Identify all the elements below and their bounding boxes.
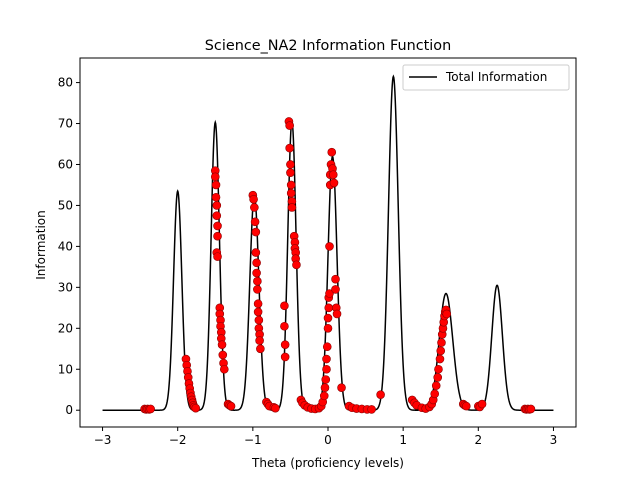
scatter-point	[324, 303, 334, 313]
scatter-point	[211, 180, 221, 190]
scatter-point	[251, 248, 261, 257]
scatter-point	[146, 404, 155, 414]
x-tick-label: −1	[244, 433, 262, 447]
scatter-point	[329, 178, 339, 188]
scatter-point	[328, 170, 338, 180]
scatter-point	[325, 289, 334, 298]
scatter-point	[376, 390, 385, 399]
scatter-point	[323, 323, 333, 333]
scatter-point	[252, 258, 261, 268]
y-tick-label: 20	[58, 321, 73, 335]
scatter-point	[252, 268, 261, 278]
scatter-point	[211, 192, 221, 202]
scatter-point	[526, 404, 536, 414]
scatter-point	[254, 315, 264, 325]
scatter-point	[253, 307, 263, 317]
scatter-point	[286, 168, 295, 177]
scatter-point	[285, 121, 294, 130]
y-tick-label: 30	[58, 280, 73, 294]
scatter-point	[253, 276, 262, 286]
scatter-point	[210, 172, 220, 182]
y-axis-label: Information	[34, 210, 48, 279]
y-tick-label: 50	[58, 198, 73, 212]
scatter-point	[367, 405, 376, 414]
scatter-point	[213, 231, 222, 241]
scatter-point	[286, 160, 295, 169]
scatter-point	[212, 211, 222, 220]
scatter-point	[250, 217, 260, 227]
scatter-point	[322, 354, 331, 364]
scatter-point	[435, 354, 445, 364]
scatter-point	[430, 389, 440, 399]
x-tick-label: 0	[324, 433, 332, 447]
y-tick-label: 10	[58, 362, 73, 376]
scatter-point	[319, 391, 329, 401]
scatter-point	[191, 403, 201, 413]
scatter-point	[477, 399, 487, 409]
x-tick-label: 3	[550, 433, 558, 447]
scatter-point	[253, 299, 263, 309]
scatter-point	[286, 180, 296, 190]
scatter-point	[332, 309, 342, 319]
y-tick-label: 80	[58, 76, 73, 90]
scatter-point	[431, 381, 441, 390]
scatter-point	[249, 194, 258, 204]
scatter-point	[436, 346, 446, 356]
scatter-point	[286, 188, 296, 198]
scatter-point	[217, 340, 227, 349]
x-tick-label: 2	[474, 433, 482, 447]
scatter-point	[322, 342, 332, 352]
scatter-point	[434, 364, 443, 374]
legend-label-total-information: Total Information	[445, 70, 547, 84]
x-axis: −3 −2 −1 0 1 2 3	[94, 427, 558, 447]
scatter-point	[331, 274, 340, 284]
scatter-point	[256, 344, 265, 354]
scatter-point	[271, 403, 280, 413]
scatter-point	[323, 313, 333, 323]
scatter-point	[250, 203, 259, 212]
plot-area	[102, 74, 554, 414]
x-tick-label: −2	[169, 433, 187, 447]
y-axis: 0 10 20 30 40 50 60 70 80	[58, 76, 80, 417]
scatter-point	[325, 242, 334, 251]
scatter-point	[213, 221, 222, 231]
scatter-point	[292, 260, 301, 270]
chart-title: Science_NA2 Information Function	[205, 38, 451, 54]
scatter-point	[331, 285, 340, 294]
scatter-point	[218, 350, 228, 360]
scatter-point	[212, 201, 222, 210]
y-tick-label: 0	[65, 403, 73, 417]
scatter-point	[433, 373, 443, 382]
y-tick-label: 40	[58, 239, 73, 253]
scatter-point	[442, 309, 452, 319]
scatter-point	[327, 147, 337, 157]
scatter-point	[320, 383, 330, 392]
scatter-point	[321, 375, 331, 384]
plot-frame	[79, 57, 577, 428]
scatter-point	[287, 203, 297, 212]
scatter-point	[280, 321, 289, 331]
x-axis-label: Theta (proficiency levels)	[251, 456, 404, 470]
scatter-point	[280, 340, 290, 349]
y-tick-label: 70	[58, 117, 73, 131]
scatter-point	[219, 364, 229, 374]
scatter-point	[255, 336, 264, 345]
legend: Total Information	[402, 64, 570, 91]
scatter-point	[285, 143, 294, 153]
x-tick-label: 1	[399, 433, 407, 447]
legend-frame	[402, 64, 570, 91]
scatter-point	[280, 352, 290, 362]
scatter-point	[461, 401, 471, 411]
scatter-point	[322, 364, 331, 374]
scatter-point	[437, 338, 446, 347]
scatter-point	[226, 401, 236, 411]
scatter-point	[251, 227, 261, 237]
scatter-point	[253, 285, 262, 294]
x-tick-label: −3	[94, 433, 112, 447]
y-tick-label: 60	[58, 157, 73, 171]
scatter-point	[280, 301, 289, 311]
scatter-point	[337, 383, 346, 392]
scatter-point	[213, 252, 222, 261]
